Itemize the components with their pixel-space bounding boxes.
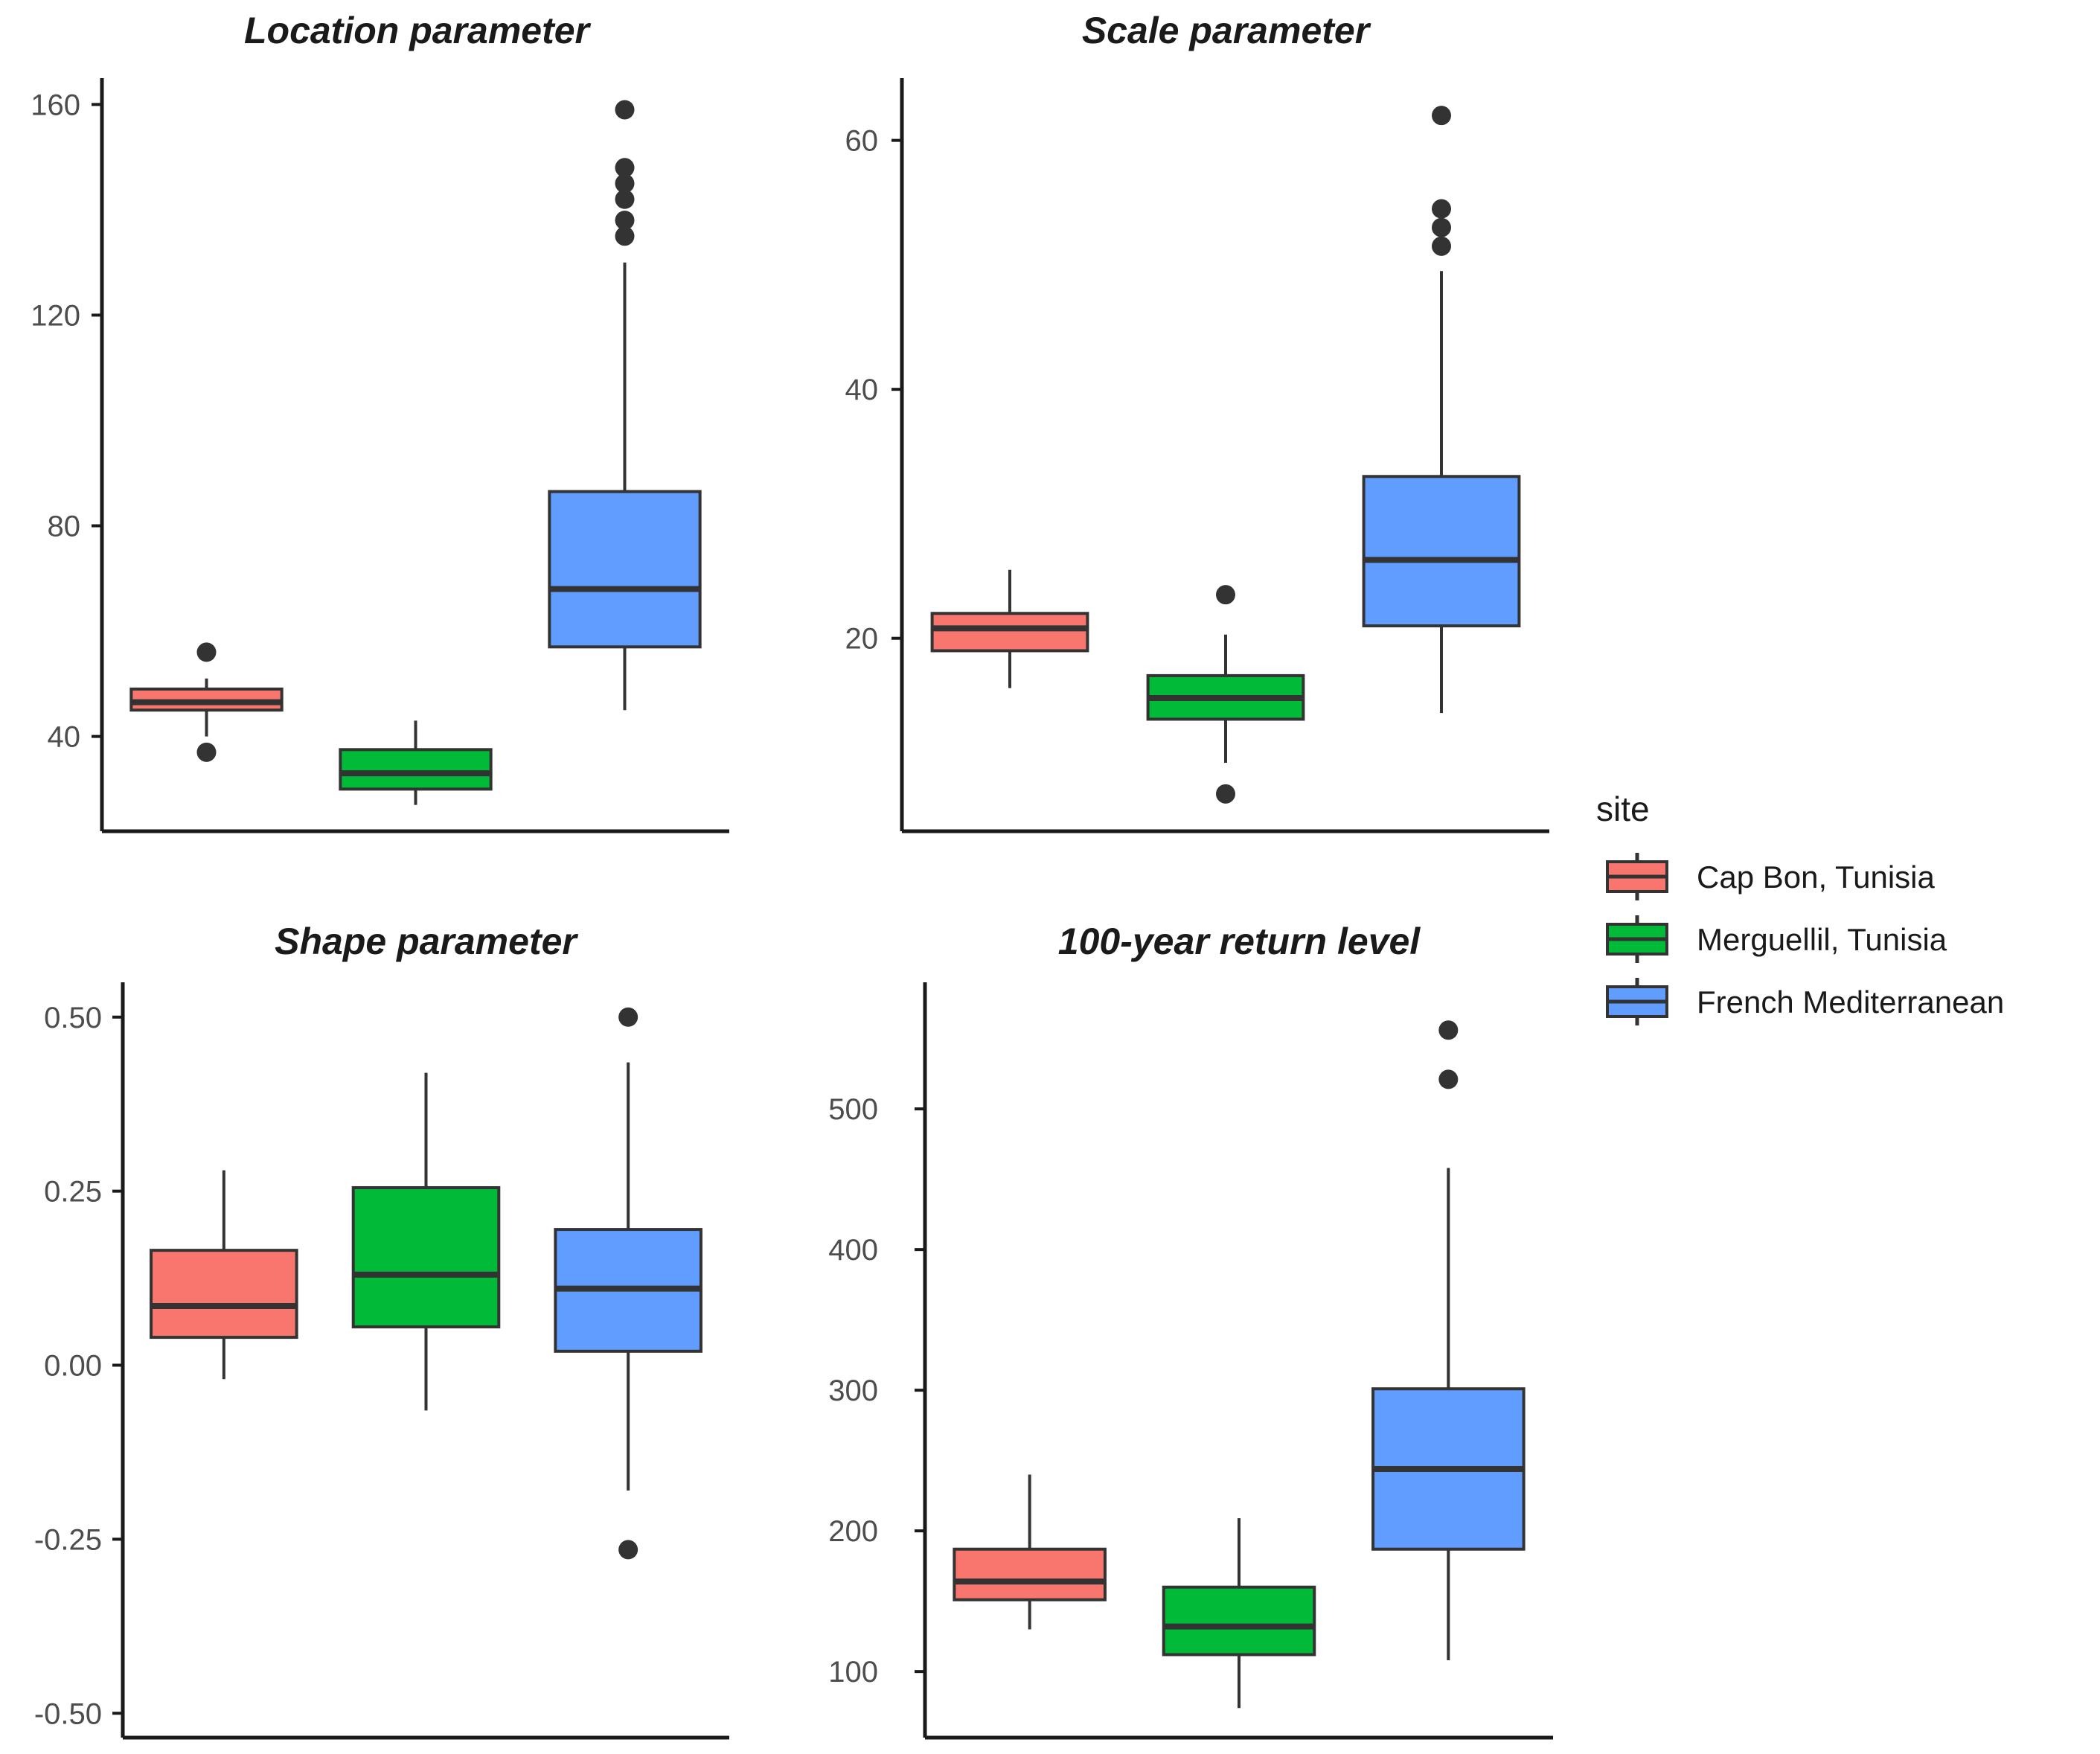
legend-item-merguellil: Merguellil, Tunisia xyxy=(1606,915,1947,963)
legend-item-cap-bon: Cap Bon, Tunisia xyxy=(1606,853,1936,900)
outlier-point xyxy=(615,100,635,120)
y-tick-label: 40 xyxy=(48,721,81,754)
box-merguellil-tunisia xyxy=(339,720,493,805)
box-cap-bon-tunisia xyxy=(129,642,284,762)
legend-title: site xyxy=(1596,790,1650,828)
box-body xyxy=(548,490,702,649)
panel-scale-parameter: Scale parameter 20 40 60 xyxy=(845,10,1549,833)
outlier-point xyxy=(1432,106,1451,126)
panel-title: 100-year return level xyxy=(1058,921,1421,962)
outlier-point xyxy=(1432,217,1451,237)
box-french-mediterranean xyxy=(554,1007,702,1560)
box-merguellil-tunisia xyxy=(351,1072,501,1411)
y-tick-label: 400 xyxy=(828,1234,878,1267)
box-body xyxy=(930,612,1089,653)
outlier-point xyxy=(615,189,635,209)
y-tick-label: 100 xyxy=(828,1656,878,1689)
outlier-point xyxy=(196,642,217,662)
outlier-point xyxy=(1216,585,1235,605)
box-body xyxy=(1162,1585,1316,1657)
y-tick-label: 0.00 xyxy=(44,1350,102,1383)
y-tick-label: 500 xyxy=(828,1093,878,1126)
outlier-point xyxy=(1438,1069,1459,1089)
outlier-point xyxy=(1216,784,1235,804)
legend-label-french-mediterranean: French Mediterranean xyxy=(1697,985,2004,1020)
outlier-point xyxy=(615,173,635,193)
y-tick-label: 0.50 xyxy=(44,1002,102,1034)
outlier-point xyxy=(615,226,635,246)
panel-title: Scale parameter xyxy=(1082,10,1371,51)
legend-label-merguellil: Merguellil, Tunisia xyxy=(1697,922,1947,957)
box-body xyxy=(953,1547,1107,1601)
box-french-mediterranean xyxy=(1362,106,1521,714)
y-tick-label: 160 xyxy=(31,89,80,121)
y-tick-label: 60 xyxy=(845,125,879,158)
box-body xyxy=(351,1185,501,1329)
outlier-point xyxy=(1432,236,1451,256)
y-tick-label: 40 xyxy=(845,374,879,406)
y-tick-label: -0.50 xyxy=(34,1697,102,1730)
box-french-mediterranean xyxy=(548,100,702,711)
outlier-point xyxy=(618,1007,638,1027)
box-body xyxy=(1362,475,1521,627)
panel-title: Shape parameter xyxy=(275,921,578,962)
outlier-point xyxy=(1432,199,1451,219)
y-tick-label: 80 xyxy=(48,510,81,543)
legend-item-french-mediterranean: French Mediterranean xyxy=(1606,978,2004,1025)
box-cap-bon-tunisia xyxy=(150,1170,298,1380)
y-tick-label: -0.25 xyxy=(34,1523,102,1556)
y-tick-label: 300 xyxy=(828,1374,878,1407)
box-body xyxy=(150,1249,298,1339)
outlier-point xyxy=(615,211,635,231)
y-tick-label: 0.25 xyxy=(44,1176,102,1209)
legend-label-cap-bon: Cap Bon, Tunisia xyxy=(1697,860,1936,894)
panel-title: Location parameter xyxy=(244,10,592,51)
box-merguellil-tunisia xyxy=(1146,585,1305,804)
box-french-mediterranean xyxy=(1371,1020,1526,1661)
box-cap-bon-tunisia xyxy=(953,1474,1107,1630)
outlier-point xyxy=(618,1540,638,1560)
box-cap-bon-tunisia xyxy=(930,569,1089,688)
legend: site Cap Bon, Tunisia Merguellil, Tunisi… xyxy=(1596,790,2004,1025)
box-body xyxy=(339,748,493,791)
y-tick-label: 120 xyxy=(31,299,80,332)
outlier-point xyxy=(196,742,217,762)
panel-location-parameter: Location parameter 40 80 120 160 xyxy=(31,10,729,833)
outlier-point xyxy=(1438,1020,1459,1040)
panel-100-year-return-level: 100-year return level 100 200 300 400 500 xyxy=(828,921,1553,1740)
box-merguellil-tunisia xyxy=(1162,1518,1316,1709)
y-tick-label: 20 xyxy=(845,623,879,656)
outlier-point xyxy=(615,158,635,178)
y-tick-label: 200 xyxy=(828,1515,878,1548)
panel-shape-parameter: Shape parameter -0.50 -0.25 0.00 0.25 0.50 xyxy=(34,921,729,1740)
